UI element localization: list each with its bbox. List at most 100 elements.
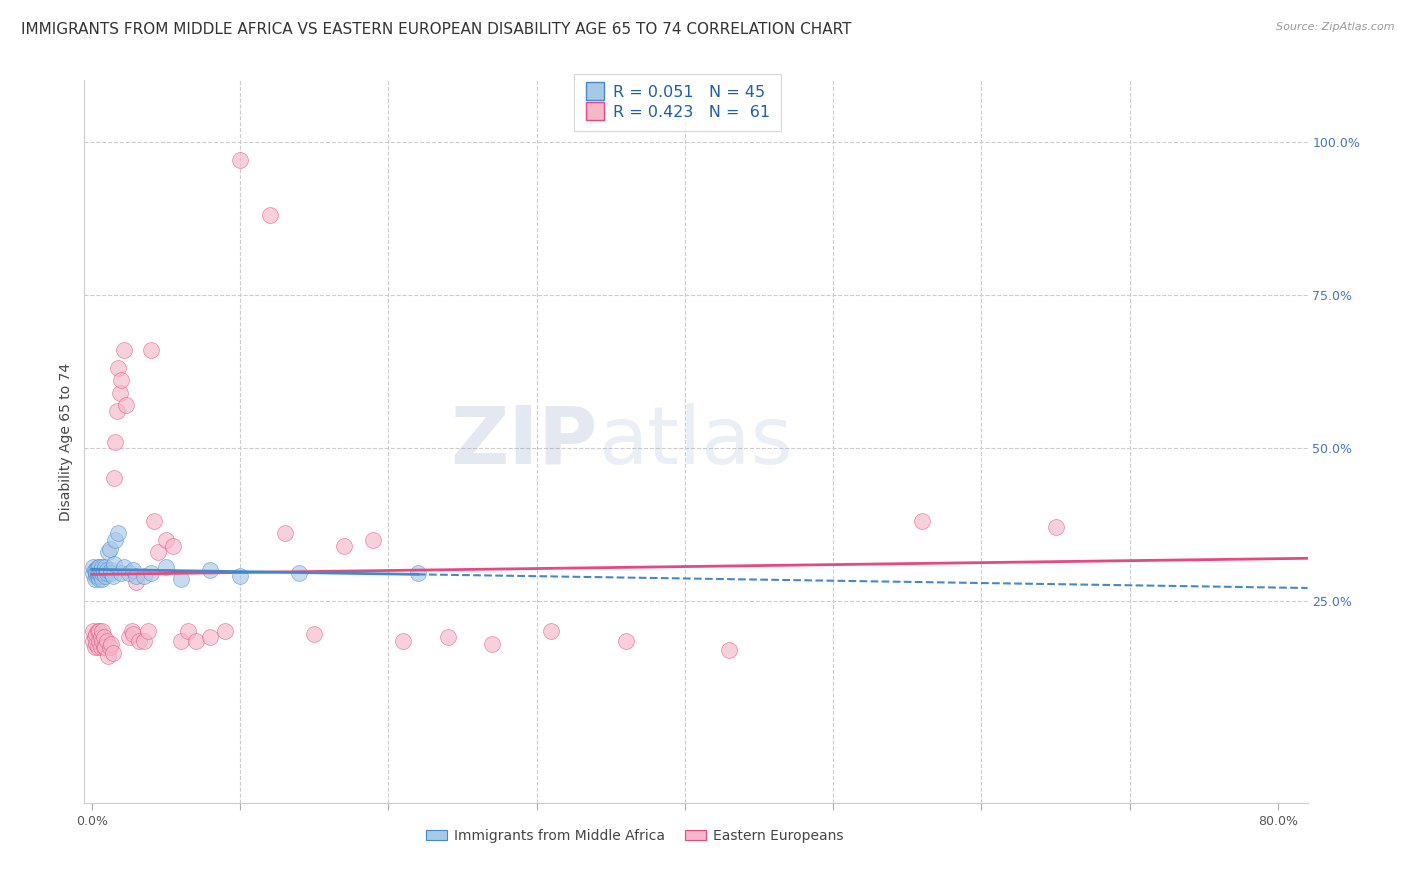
Point xyxy=(96,633,118,648)
Point xyxy=(108,385,131,400)
Point xyxy=(170,633,193,648)
Point xyxy=(363,533,385,547)
Point xyxy=(614,633,637,648)
Point xyxy=(170,572,193,586)
Point xyxy=(90,631,112,645)
Text: IMMIGRANTS FROM MIDDLE AFRICA VS EASTERN EUROPEAN DISABILITY AGE 65 TO 74 CORREL: IMMIGRANTS FROM MIDDLE AFRICA VS EASTERN… xyxy=(21,22,852,37)
Point xyxy=(392,633,415,648)
Point xyxy=(86,560,108,574)
Point xyxy=(125,569,148,583)
Point xyxy=(84,563,107,577)
Point xyxy=(104,434,127,449)
Point xyxy=(83,631,105,645)
Point xyxy=(82,566,104,581)
Point xyxy=(83,563,105,577)
Point xyxy=(100,566,122,581)
Point xyxy=(139,343,162,357)
Point xyxy=(84,637,107,651)
Point xyxy=(214,624,236,639)
Point xyxy=(97,545,120,559)
Point xyxy=(91,624,114,639)
Point xyxy=(86,566,108,581)
Point xyxy=(90,563,112,577)
Point xyxy=(118,631,141,645)
Point xyxy=(121,624,143,639)
Point xyxy=(110,373,132,387)
Y-axis label: Disability Age 65 to 74: Disability Age 65 to 74 xyxy=(59,362,73,521)
Point xyxy=(91,572,114,586)
Point xyxy=(97,648,120,663)
Point xyxy=(148,545,170,559)
Point xyxy=(93,631,115,645)
Point xyxy=(259,208,281,222)
Point xyxy=(94,560,117,574)
Point xyxy=(162,539,184,553)
Point xyxy=(91,560,114,574)
Point xyxy=(91,566,114,581)
Point xyxy=(89,624,111,639)
Point xyxy=(540,624,562,639)
Point xyxy=(90,569,112,583)
Point xyxy=(86,624,108,639)
Point xyxy=(122,563,145,577)
Point xyxy=(1045,520,1067,534)
Point xyxy=(94,640,117,654)
Point xyxy=(103,471,125,485)
Point xyxy=(89,566,111,581)
Text: ZIP: ZIP xyxy=(451,402,598,481)
Point xyxy=(96,563,118,577)
Point xyxy=(177,624,200,639)
Point xyxy=(273,526,295,541)
Point xyxy=(96,566,118,581)
Legend: Immigrants from Middle Africa, Eastern Europeans: Immigrants from Middle Africa, Eastern E… xyxy=(419,822,851,850)
Point xyxy=(184,633,207,648)
Point xyxy=(110,566,132,581)
Point xyxy=(122,627,145,641)
Point xyxy=(107,526,129,541)
Point xyxy=(86,569,108,583)
Point xyxy=(112,560,135,574)
Point xyxy=(128,633,150,648)
Point xyxy=(86,640,108,654)
Point xyxy=(107,361,129,376)
Point xyxy=(91,633,114,648)
Point xyxy=(155,560,177,574)
Point xyxy=(101,646,124,660)
Point xyxy=(333,539,356,553)
Point xyxy=(136,624,159,639)
Point xyxy=(84,569,107,583)
Point xyxy=(83,572,105,586)
Point xyxy=(103,557,125,571)
Point xyxy=(84,627,107,641)
Point xyxy=(89,572,111,586)
Text: Source: ZipAtlas.com: Source: ZipAtlas.com xyxy=(1277,22,1395,32)
Point xyxy=(82,560,104,574)
Point xyxy=(481,637,503,651)
Point xyxy=(718,642,741,657)
Point xyxy=(93,566,115,581)
Point xyxy=(89,633,111,648)
Point xyxy=(83,640,105,654)
Point xyxy=(200,631,222,645)
Point xyxy=(115,398,138,412)
Point xyxy=(112,343,135,357)
Point xyxy=(93,640,115,654)
Text: atlas: atlas xyxy=(598,402,793,481)
Point xyxy=(143,514,166,528)
Point xyxy=(132,569,155,583)
Point xyxy=(84,566,107,581)
Point xyxy=(93,563,115,577)
Point xyxy=(155,533,177,547)
Point xyxy=(94,569,117,583)
Point xyxy=(132,633,155,648)
Point xyxy=(911,514,934,528)
Point xyxy=(302,627,325,641)
Point xyxy=(100,563,122,577)
Point xyxy=(200,563,222,577)
Point xyxy=(139,566,162,581)
Point xyxy=(90,640,112,654)
Point xyxy=(82,633,104,648)
Point xyxy=(229,569,252,583)
Point xyxy=(100,637,122,651)
Point xyxy=(229,153,252,167)
